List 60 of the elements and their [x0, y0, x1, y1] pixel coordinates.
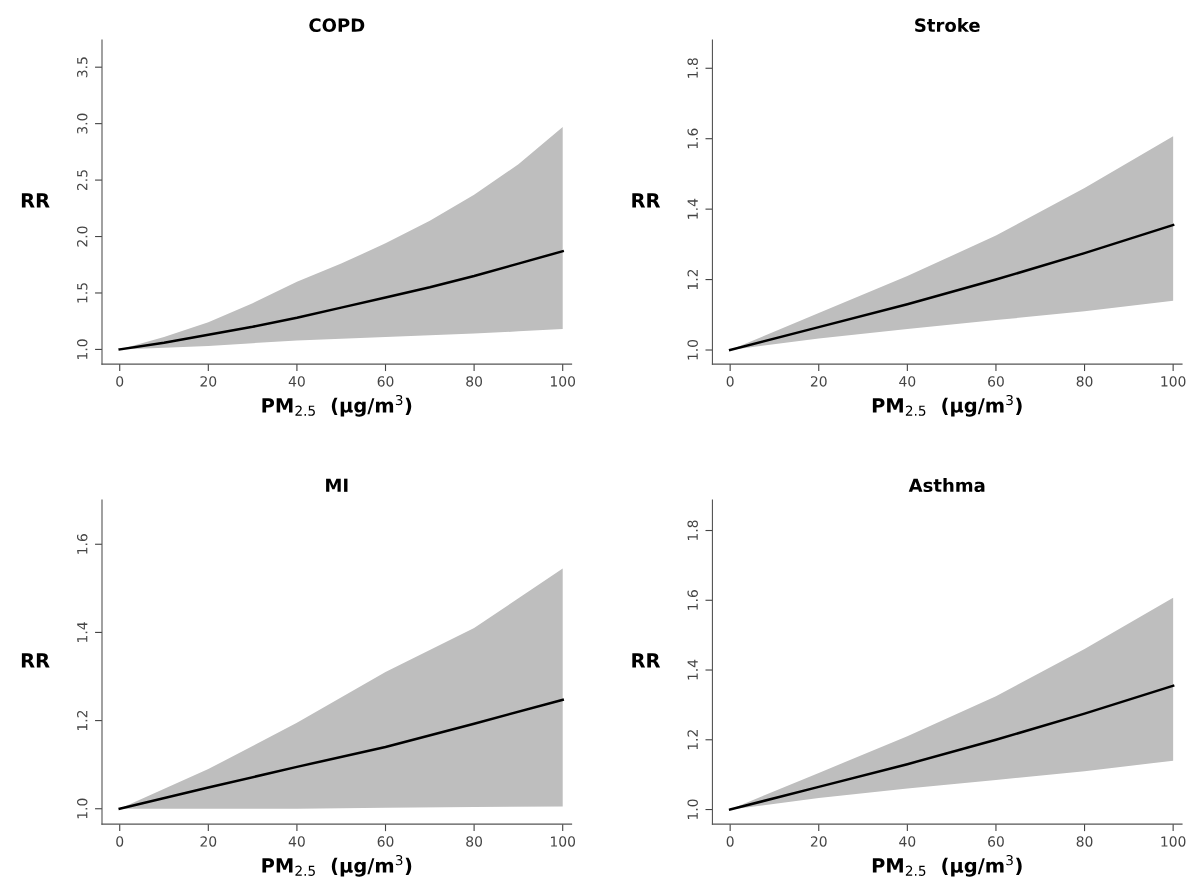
- x-tick-label: 40: [899, 836, 916, 847]
- text: PM$_{2.5}$ (µg/m$^{3}$): [872, 394, 1022, 417]
- y-tick-label: 1.6: [687, 128, 698, 149]
- y-tick-label: 1.0: [687, 339, 698, 360]
- x-tick-label: 80: [466, 376, 483, 387]
- x-tick-label: 40: [899, 376, 916, 387]
- y-tick-label: 3.5: [77, 57, 88, 78]
- y-tick-label: 1.4: [687, 659, 698, 680]
- line-series: [728, 223, 1175, 352]
- x-tick-label: 20: [810, 376, 827, 387]
- y-axis-title: RR: [21, 653, 50, 668]
- x-tick-label: 20: [200, 376, 217, 387]
- x-tick-label: 0: [726, 376, 734, 387]
- x-tick-label: 100: [550, 836, 576, 847]
- chart-title: MI: [326, 478, 348, 492]
- y-axis-title: RR: [632, 193, 661, 208]
- x-tick-label: 80: [1076, 376, 1093, 387]
- y-tick-label: 1.0: [687, 799, 698, 820]
- x-tick-label: 80: [1076, 836, 1093, 847]
- line-series: [728, 684, 1175, 811]
- y-tick-label: 1.8: [687, 58, 698, 78]
- line-series: [118, 698, 564, 810]
- y-tick-label: 1.6: [77, 534, 88, 554]
- x-tick-label: 60: [988, 836, 1004, 847]
- y-tick-label: 1.6: [687, 590, 698, 610]
- text: PM$_{2.5}$ (µg/m$^{3}$): [262, 394, 412, 417]
- x-tick-label: 100: [550, 376, 576, 387]
- line-series: [118, 249, 564, 351]
- y-tick-label: 2.0: [77, 226, 88, 247]
- y-tick-label: 1.4: [687, 198, 698, 219]
- y-tick-label: 1.5: [77, 283, 88, 303]
- y-axis-title: RR: [21, 193, 50, 208]
- y-tick-label: 1.2: [687, 730, 698, 750]
- chart-title: Stroke: [915, 18, 980, 33]
- y-tick-label: 2.5: [77, 170, 88, 191]
- x-tick-label: 60: [377, 836, 394, 847]
- y-tick-label: 1.2: [687, 269, 698, 290]
- chart-title: Asthma: [908, 478, 985, 493]
- text: PM$_{2.5}$ (µg/m$^{3}$): [262, 854, 412, 877]
- y-tick-label: 1.0: [77, 798, 88, 819]
- y-tick-label: 1.2: [77, 710, 88, 731]
- x-tick-label: 80: [466, 836, 483, 847]
- x-tick-label: 60: [377, 376, 394, 387]
- x-tick-label: 0: [116, 836, 124, 847]
- chart-title: COPD: [309, 18, 365, 33]
- y-tick-label: 3.0: [77, 113, 88, 134]
- y-tick-label: 1.0: [77, 339, 88, 359]
- x-tick-label: 100: [1161, 376, 1186, 387]
- text: PM$_{2.5}$ (µg/m$^{3}$): [872, 854, 1022, 877]
- x-tick-label: 100: [1161, 836, 1186, 847]
- x-tick-label: 0: [116, 376, 124, 387]
- x-tick-label: 40: [288, 376, 305, 387]
- x-tick-label: 40: [288, 836, 305, 847]
- y-tick-label: 1.4: [77, 622, 88, 642]
- x-tick-label: 60: [988, 376, 1004, 387]
- y-axis-title: RR: [632, 653, 661, 668]
- x-tick-label: 20: [810, 836, 827, 847]
- x-tick-label: 0: [726, 836, 734, 847]
- y-tick-label: 1.8: [687, 520, 698, 541]
- x-tick-label: 20: [200, 836, 217, 847]
